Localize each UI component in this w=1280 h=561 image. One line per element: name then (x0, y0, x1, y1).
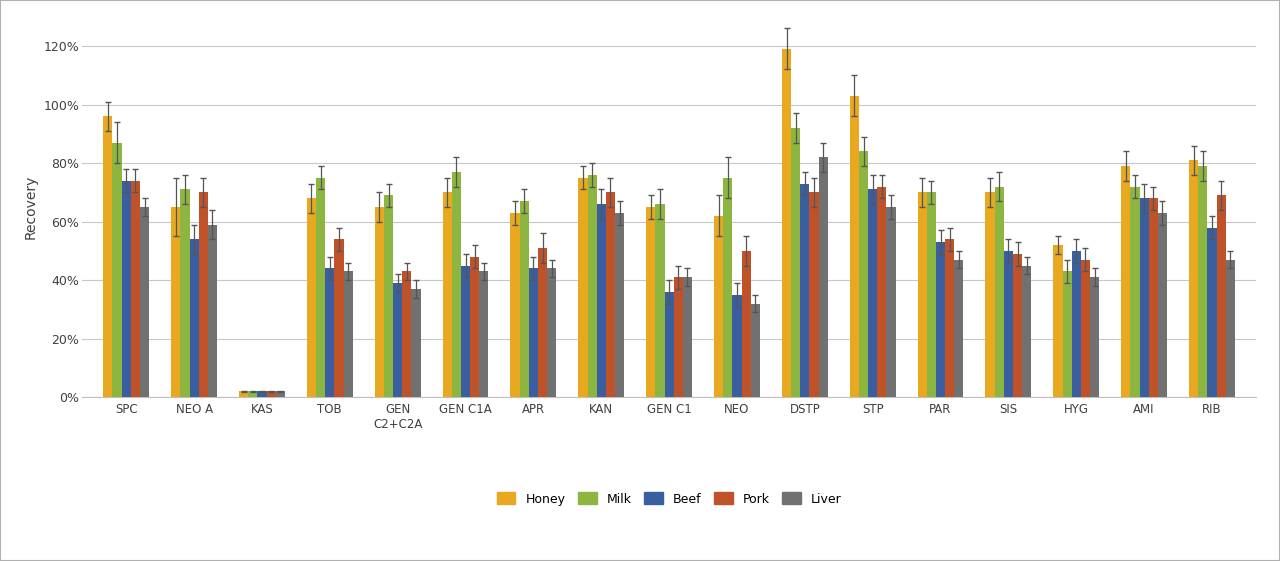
Bar (266, 392, 275, 397)
Bar (538, 248, 547, 397)
Bar (741, 251, 750, 397)
Bar (443, 192, 452, 397)
Bar (1071, 251, 1080, 397)
Bar (248, 392, 257, 397)
Bar (547, 269, 557, 397)
Bar (887, 207, 896, 397)
Bar (809, 192, 819, 397)
Bar (479, 272, 489, 397)
Bar (402, 272, 411, 397)
Bar (850, 96, 859, 397)
Bar (1080, 260, 1091, 397)
Bar (596, 204, 605, 397)
Bar (1139, 198, 1148, 397)
Bar (1158, 213, 1167, 397)
Bar (655, 204, 664, 397)
Bar (452, 172, 461, 397)
Bar (1198, 166, 1207, 397)
Bar (1207, 228, 1216, 397)
Bar (207, 224, 218, 397)
Bar (375, 207, 384, 397)
Bar (877, 186, 887, 397)
Bar (461, 265, 470, 397)
Bar (180, 190, 189, 397)
Bar (782, 49, 791, 397)
Bar (819, 157, 828, 397)
Bar (936, 242, 945, 397)
Bar (646, 207, 655, 397)
Bar (1004, 251, 1012, 397)
Bar (955, 260, 964, 397)
Y-axis label: Recovery: Recovery (24, 175, 38, 239)
Bar (1023, 265, 1032, 397)
Bar (239, 392, 248, 397)
Bar (605, 192, 614, 397)
Bar (307, 198, 316, 397)
Bar (393, 283, 402, 397)
Bar (1012, 254, 1023, 397)
Bar (1121, 166, 1130, 397)
Legend: Honey, Milk, Beef, Pork, Liver: Honey, Milk, Beef, Pork, Liver (492, 488, 846, 511)
Bar (470, 257, 479, 397)
Bar (411, 289, 421, 397)
Bar (723, 178, 732, 397)
Bar (791, 128, 800, 397)
Bar (673, 277, 682, 397)
Bar (868, 190, 877, 397)
Bar (714, 216, 723, 397)
Bar (1148, 198, 1158, 397)
Bar (945, 239, 955, 397)
Bar (995, 186, 1004, 397)
Bar (113, 142, 122, 397)
Bar (588, 175, 596, 397)
Bar (520, 201, 529, 397)
Bar (664, 292, 673, 397)
Bar (275, 392, 285, 397)
Bar (122, 181, 131, 397)
Bar (140, 207, 150, 397)
Bar (334, 239, 343, 397)
Bar (1226, 260, 1235, 397)
Bar (614, 213, 625, 397)
Bar (1053, 245, 1062, 397)
Bar (750, 304, 760, 397)
Bar (986, 192, 995, 397)
Bar (918, 192, 927, 397)
Bar (859, 151, 868, 397)
Bar (257, 392, 266, 397)
Bar (927, 192, 936, 397)
Bar (1062, 272, 1071, 397)
Bar (131, 181, 140, 397)
Bar (343, 272, 353, 397)
Bar (384, 195, 393, 397)
Bar (511, 213, 520, 397)
Bar (1091, 277, 1100, 397)
Bar (800, 183, 809, 397)
Bar (198, 192, 207, 397)
Bar (579, 178, 588, 397)
Bar (189, 239, 198, 397)
Bar (325, 269, 334, 397)
Bar (682, 277, 692, 397)
Bar (1216, 195, 1226, 397)
Bar (316, 178, 325, 397)
Bar (1130, 186, 1139, 397)
Bar (732, 295, 741, 397)
Bar (1189, 160, 1198, 397)
Bar (104, 116, 113, 397)
Bar (529, 269, 538, 397)
Bar (172, 207, 180, 397)
